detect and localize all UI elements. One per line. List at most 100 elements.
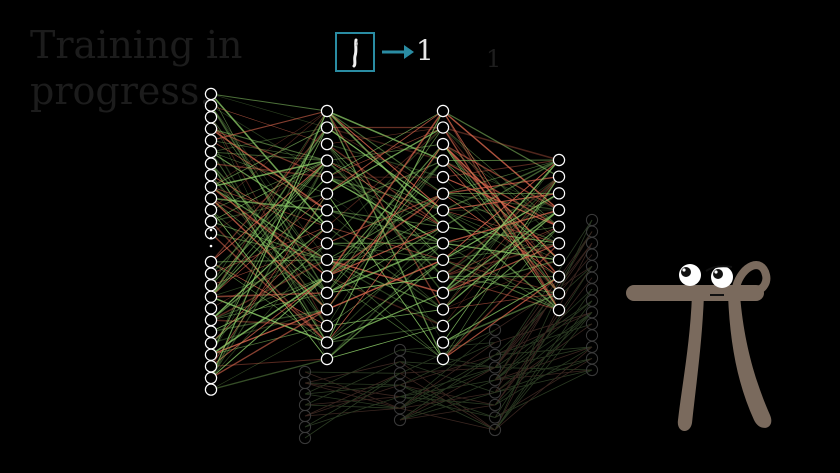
neuron-hidden-2 [436, 121, 450, 134]
ghost-connection [494, 369, 593, 393]
ghost-neuron [393, 413, 407, 427]
ghost-neuron [488, 336, 502, 349]
ghost-connection [494, 346, 593, 368]
positive-weight-edge [210, 261, 328, 343]
neuron-input [204, 383, 218, 396]
positive-weight-edge [210, 160, 328, 275]
neuron-output [552, 253, 566, 267]
ghost-connection [399, 361, 496, 431]
ghost-connection [304, 349, 401, 395]
neuron-hidden-1 [320, 104, 334, 118]
negative-weight-edge [210, 226, 328, 274]
caption-line-1: Training in [30, 23, 243, 67]
negative-weight-edge [326, 127, 444, 228]
ghost-connection [304, 372, 401, 417]
neuron-hidden-1 [320, 170, 334, 184]
negative-weight-edge [326, 226, 444, 277]
positive-weight-edge [210, 151, 328, 327]
neuron-input [204, 360, 218, 373]
neuron-input [204, 371, 218, 385]
ghost-connection [399, 396, 496, 406]
neuron-hidden-1 [320, 303, 334, 316]
neuron-hidden-1 [320, 237, 334, 250]
ghost-neuron [585, 225, 599, 238]
neuron-input [204, 203, 218, 217]
neuron-hidden-2 [436, 352, 450, 366]
neuron-input [204, 157, 218, 170]
positive-weight-edge [210, 160, 328, 222]
positive-weight-edge [210, 160, 328, 211]
negative-weight-edge [210, 186, 328, 228]
positive-weight-edge [210, 193, 328, 223]
ellipsis-dot [209, 236, 213, 240]
negative-weight-edge [442, 276, 560, 360]
negative-weight-edge [210, 127, 328, 263]
ghost-neuron [488, 348, 502, 362]
neuron-hidden-2 [436, 170, 450, 184]
neuron-hidden-2 [436, 154, 450, 167]
positive-weight-edge [326, 160, 444, 211]
neuron-input [204, 110, 218, 124]
positive-weight-edge [210, 242, 328, 344]
negative-weight-edge [442, 259, 560, 310]
negative-weight-edge [210, 319, 328, 327]
neuron-hidden-2 [436, 220, 450, 233]
neuron-output [552, 220, 566, 233]
positive-weight-edge [442, 159, 560, 294]
neuron-hidden-2 [436, 253, 450, 266]
neuron-hidden-1 [320, 319, 334, 333]
positive-weight-edge [326, 110, 444, 162]
negative-weight-edge [210, 110, 328, 188]
arrow-right-icon [382, 45, 414, 59]
neuron-input [204, 134, 218, 147]
positive-weight-edge [210, 325, 328, 356]
neuron-hidden-1 [320, 253, 334, 266]
neuron-input [204, 290, 218, 303]
positive-weight-edge [210, 226, 328, 321]
positive-weight-edge [442, 209, 560, 294]
positive-weight-edge [210, 160, 328, 355]
neuron-hidden-2 [436, 237, 450, 250]
negative-weight-edge [442, 159, 560, 261]
positive-weight-edge [326, 127, 444, 211]
neuron-output [552, 287, 566, 300]
ghost-neuron [298, 431, 312, 445]
positive-weight-edge [442, 159, 560, 211]
positive-weight-edge [326, 243, 444, 327]
positive-weight-edge [210, 105, 328, 260]
negative-weight-edge [210, 110, 328, 141]
negative-weight-edge [210, 110, 328, 211]
ghost-connection [494, 312, 593, 406]
ghost-connection [304, 396, 401, 428]
ghost-neuron [585, 329, 599, 342]
ghost-connection [304, 361, 401, 406]
positive-weight-edge [210, 160, 328, 379]
neuron-input [204, 267, 218, 280]
ghost-neuron [488, 423, 502, 437]
ghost-connection [399, 329, 496, 409]
ghost-connection [494, 219, 593, 431]
ghost-connection [494, 289, 593, 431]
positive-weight-edge [326, 110, 444, 178]
ghost-neuron [488, 323, 502, 337]
positive-weight-edge [326, 325, 444, 343]
positive-weight-edge [210, 93, 328, 128]
neuron-hidden-1 [320, 137, 334, 151]
negative-weight-edge [326, 110, 444, 277]
negative-weight-edge [326, 110, 444, 195]
ghost-connection [494, 265, 593, 406]
neuron-input [204, 313, 218, 327]
ghost-connection [494, 323, 593, 356]
ghost-connection [494, 367, 593, 371]
positive-weight-edge [326, 160, 444, 310]
neuron-input [204, 337, 218, 350]
caption: Training in progress. [30, 22, 250, 114]
neuron-input [204, 168, 218, 182]
ghost-connection [494, 358, 593, 381]
neuron-output [552, 203, 566, 217]
neuron-input [204, 279, 218, 292]
ghost-connection [494, 311, 593, 381]
neuron-hidden-2 [436, 104, 450, 118]
positive-weight-edge [210, 127, 328, 153]
positive-weight-edge [442, 226, 560, 360]
